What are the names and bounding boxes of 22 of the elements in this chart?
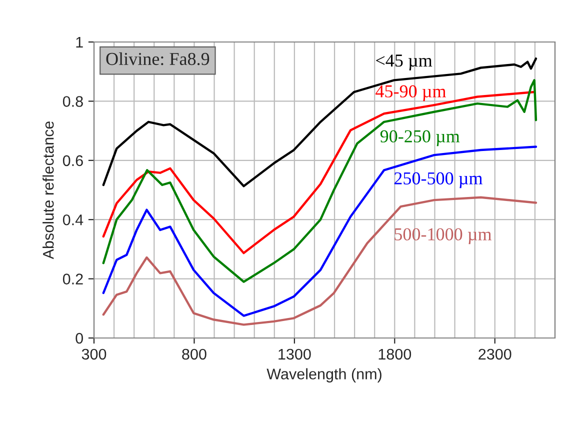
y-tick-label: 0.4: [62, 214, 84, 226]
x-tick-label: 800: [182, 348, 206, 360]
y-tick-label: 0.6: [62, 155, 83, 166]
line-series: [102, 196, 538, 326]
x-tick-label: 1300: [278, 348, 311, 360]
series-label: <45 µm: [376, 54, 432, 70]
line-series: [102, 146, 538, 317]
x-tick-label: 300: [82, 348, 106, 360]
series-label: 250-500 µm: [394, 172, 483, 188]
y-tick-label: 0: [76, 332, 83, 344]
series-label: 90-250 µm: [380, 130, 460, 146]
y-tick-label: 0.8: [62, 96, 83, 107]
x-tick-label: 2300: [478, 348, 512, 360]
series-label: 45-90 µm: [376, 85, 446, 102]
y-tick-label: 1: [76, 37, 83, 48]
y-tick-label: 0.2: [62, 274, 83, 284]
line-series: [102, 79, 538, 283]
x-tick-label: 1800: [378, 348, 412, 360]
x-axis-title: Wavelength (nm): [266, 368, 382, 382]
annotation: Olivine: Fa8.9: [106, 52, 210, 66]
series-label: 500-1000 µm: [394, 228, 492, 244]
y-axis-title: Absolute reflectance: [42, 121, 54, 260]
